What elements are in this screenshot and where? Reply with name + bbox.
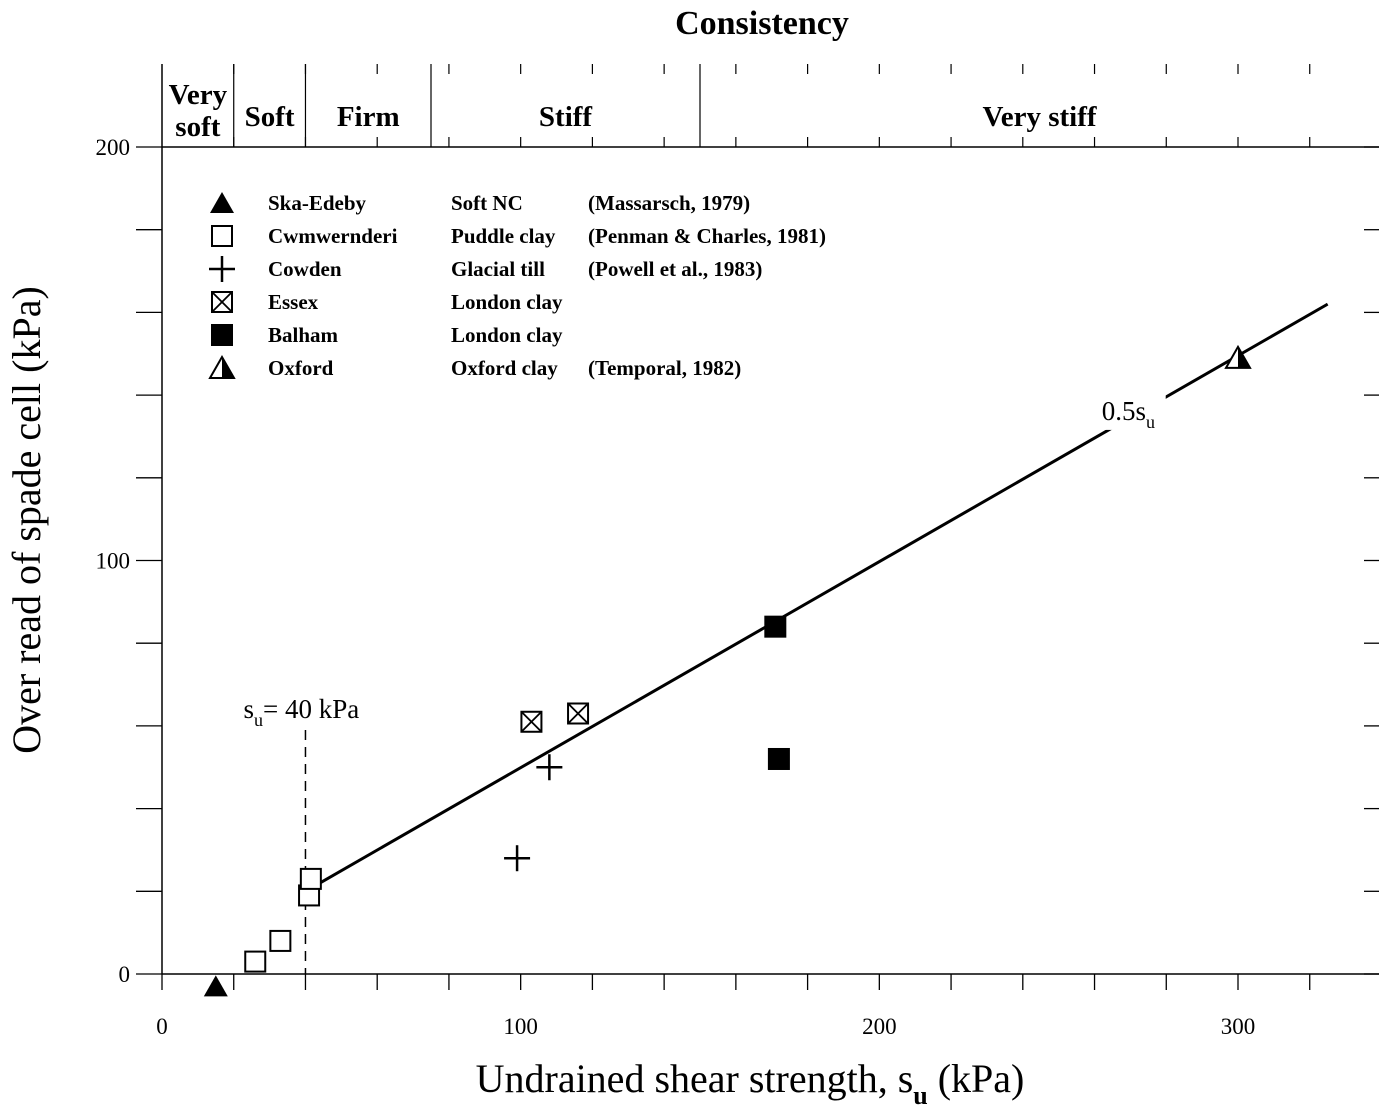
band-label: Soft [245, 101, 295, 133]
x-axis-title-sub: u [913, 1081, 927, 1110]
square-shape [211, 225, 233, 247]
legend-marker [208, 354, 236, 379]
data-point-oxford [1224, 344, 1252, 369]
x-axis: 0 100 200 300 [156, 137, 1311, 1039]
data-point-essex [567, 702, 590, 725]
trend-line-0-5su: 0.5su [311, 302, 1329, 889]
band-label: Firm [337, 101, 400, 133]
legend-entry-name: Cwmwernderi [268, 224, 398, 248]
data-point-cowden [536, 754, 563, 781]
data-point-essex [520, 710, 543, 733]
legend-marker [211, 324, 233, 346]
cross-b [211, 291, 233, 313]
band-label: soft [175, 111, 220, 143]
band-label: Very [169, 79, 228, 111]
trend-label-background [1095, 393, 1166, 430]
legend-entry-material: Glacial till [451, 257, 545, 281]
data-point-balham [767, 747, 790, 770]
square-shape [764, 615, 787, 638]
legend-marker [210, 192, 234, 213]
y-tick-label: 0 [119, 962, 131, 987]
data-point-cwmwernderi [269, 929, 292, 952]
reference-label-main: s [243, 694, 254, 724]
legend: Ska-Edeby Soft NC (Massarsch, 1979) Cwmwern… [208, 191, 826, 380]
legend-entry-reference: (Powell et al., 1983) [588, 257, 762, 281]
plot-frame [161, 64, 1379, 975]
square-shape [269, 929, 292, 952]
y-axis-title: Over read of spade cell (kPa) [4, 286, 49, 754]
legend-entry-material: London clay [451, 290, 563, 314]
trend-line [311, 302, 1329, 889]
cross-b [520, 711, 543, 733]
legend-entry-reference: (Temporal, 1982) [588, 356, 741, 380]
square-shape [211, 324, 233, 346]
legend-entry-name: Cowden [268, 257, 342, 281]
reference-label-sub: u [254, 710, 263, 730]
square-shape [299, 867, 322, 890]
data-point-cwmwernderi [299, 867, 322, 890]
data-point-balham [764, 615, 787, 638]
square-shape [767, 747, 790, 770]
consistency-header: Consistency [675, 5, 849, 42]
data-point-ska-edeby [203, 975, 228, 997]
y-axis: 0 100 200 [96, 135, 1379, 987]
triangle-half-fill [1238, 346, 1250, 368]
x-tick-label: 300 [1221, 1014, 1256, 1039]
data-point-cwmwernderi [244, 950, 267, 973]
legend-entry-name: Oxford [268, 356, 334, 380]
legend-entry-material: Puddle clay [451, 224, 556, 248]
legend-entry-name: Ska-Edeby [268, 191, 367, 215]
triangle-half-fill [222, 357, 234, 378]
trend-label-main: 0.5s [1102, 396, 1146, 426]
x-tick-label: 200 [862, 1014, 897, 1039]
legend-entry-material: Soft NC [451, 191, 523, 215]
legend-entry-material: Oxford clay [451, 356, 558, 380]
cross-b [567, 702, 589, 725]
trend-label-sub: u [1146, 412, 1155, 432]
legend-entry-name: Balham [268, 323, 339, 347]
band-label: Very stiff [982, 101, 1096, 133]
legend-marker [211, 225, 233, 247]
legend-marker [209, 256, 235, 282]
x-tick-label: 100 [503, 1014, 538, 1039]
square-shape [244, 950, 267, 973]
legend-entry-name: Essex [268, 290, 319, 314]
x-tick-label: 0 [156, 1014, 168, 1039]
legend-marker [211, 291, 233, 313]
y-tick-label: 200 [96, 135, 131, 160]
triangle-shape [203, 975, 228, 997]
legend-entry-reference: (Massarsch, 1979) [588, 191, 750, 215]
x-axis-title-suffix: (kPa) [928, 1056, 1025, 1101]
legend-entry-material: London clay [451, 323, 563, 347]
y-tick-label: 100 [96, 549, 131, 574]
reference-line-su-40: su= 40 kPa [243, 694, 359, 974]
legend-entry-reference: (Penman & Charles, 1981) [588, 224, 826, 248]
data-point-cowden [504, 845, 531, 872]
x-axis-title: Undrained shear strength, su (kPa) [476, 1056, 1025, 1110]
triangle-shape [210, 192, 234, 213]
trend-line-label: 0.5su [1102, 396, 1155, 432]
band-label: Stiff [539, 101, 593, 133]
data-points [203, 344, 1252, 997]
reference-line-label: su= 40 kPa [243, 694, 359, 730]
x-axis-title-main: Undrained shear strength, s [476, 1056, 914, 1101]
reference-label-suffix: = 40 kPa [263, 694, 359, 724]
